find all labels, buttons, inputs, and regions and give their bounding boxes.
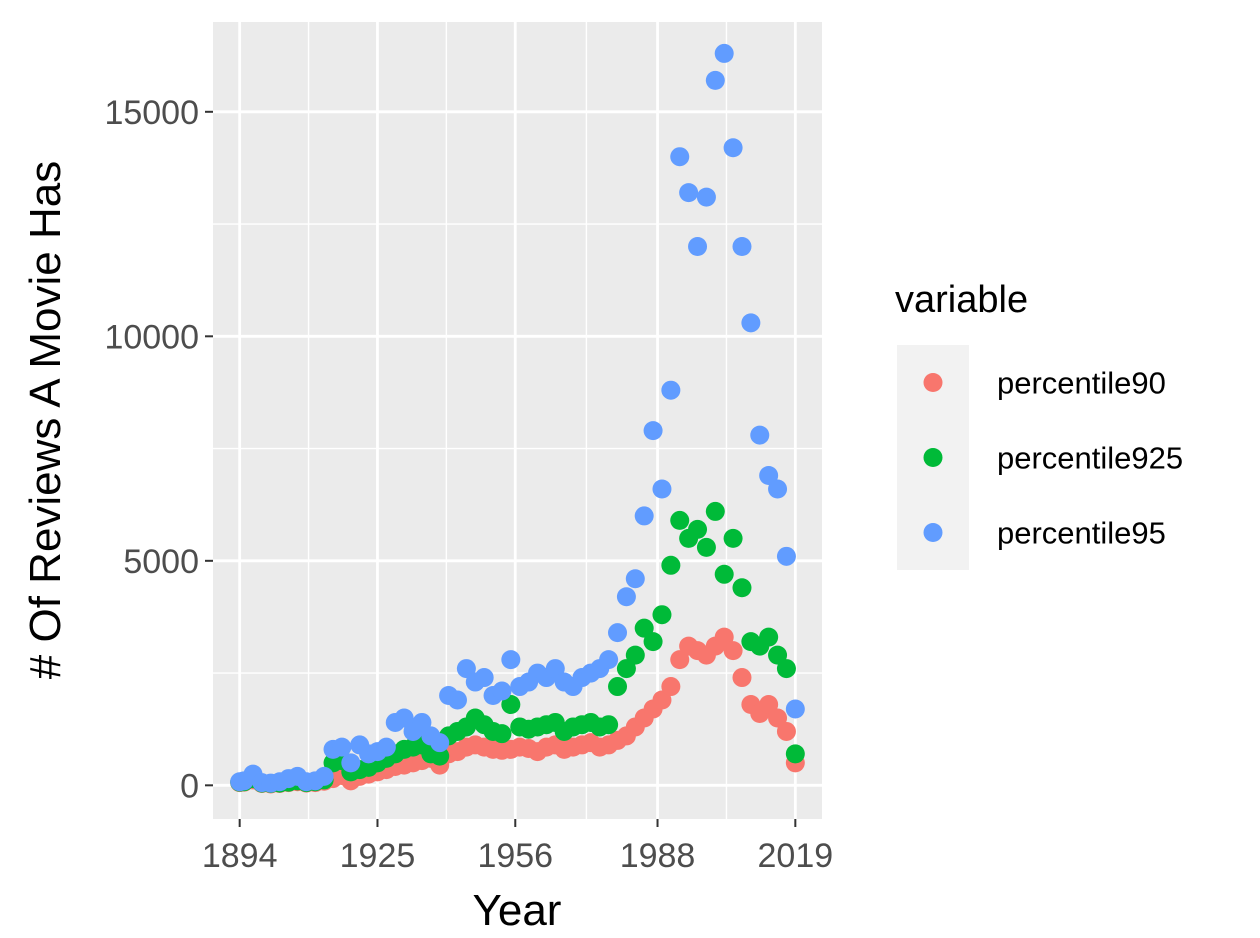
data-point [652, 690, 672, 710]
data-point [759, 695, 779, 715]
data-point [625, 645, 645, 665]
data-point [661, 380, 681, 400]
legend-key-point [923, 448, 943, 467]
data-point [696, 187, 716, 207]
x-tick-label: 1925 [340, 837, 416, 875]
data-point [688, 519, 708, 539]
y-tick-label: 15000 [104, 94, 199, 132]
data-point [714, 43, 734, 63]
data-point [732, 237, 752, 257]
data-point [759, 627, 779, 647]
data-point [652, 479, 672, 499]
legend-label: percentile90 [997, 366, 1166, 401]
data-point [768, 479, 788, 499]
series-percentile95 [230, 43, 805, 793]
legend-key-point [923, 523, 943, 542]
data-point [394, 708, 414, 728]
data-point [634, 506, 654, 526]
data-point [714, 627, 734, 647]
data-point [776, 721, 796, 741]
data-point [670, 650, 690, 670]
data-point [492, 681, 512, 701]
data-point [723, 641, 743, 661]
data-point [741, 313, 761, 333]
data-point [474, 668, 494, 688]
axes: 1894 1925 1956 1988 2019 0 5000 10000 15000 [104, 94, 833, 875]
data-point [785, 699, 805, 719]
data-point [447, 690, 467, 710]
data-point [688, 237, 708, 257]
y-tick-label: 0 [180, 767, 199, 805]
data-point [501, 695, 521, 715]
legend-entry: percentile90 [897, 345, 1166, 420]
data-point [696, 537, 716, 557]
data-point [670, 147, 690, 167]
data-point [341, 753, 361, 773]
x-tick-label: 2019 [758, 837, 834, 875]
data-point [750, 425, 770, 445]
data-point [652, 605, 672, 625]
data-point [456, 659, 476, 679]
data-point [616, 587, 636, 607]
data-point [599, 650, 619, 670]
data-point [661, 677, 681, 697]
data-point [705, 70, 725, 90]
data-point [759, 466, 779, 486]
data-point [714, 564, 734, 584]
data-point [679, 183, 699, 203]
y-axis-title: # Of Reviews A Movie Has [21, 161, 70, 679]
data-point [608, 623, 628, 643]
data-point [430, 746, 450, 766]
data-point [430, 733, 450, 753]
data-point [412, 712, 432, 732]
data-point [705, 501, 725, 521]
data-point [661, 555, 681, 575]
x-axis-title: Year [473, 886, 562, 935]
data-point [723, 528, 743, 548]
y-tick-label: 10000 [104, 318, 199, 356]
data-point [732, 578, 752, 598]
data-point [332, 737, 352, 757]
legend: variable percentile90 percentile925 percen… [895, 279, 1183, 570]
data-point [768, 708, 788, 728]
data-point [599, 715, 619, 735]
data-point [776, 659, 796, 679]
legend-label: percentile925 [997, 441, 1183, 476]
x-tick-label: 1988 [620, 837, 696, 875]
data-point [776, 546, 796, 566]
data-point [768, 645, 788, 665]
data-point [608, 677, 628, 697]
data-point [643, 421, 663, 441]
data-point [785, 744, 805, 764]
data-point [670, 510, 690, 530]
data-point [545, 659, 565, 679]
data-point [616, 659, 636, 679]
data-point [723, 138, 743, 158]
data-point [492, 724, 512, 744]
data-point [314, 766, 334, 786]
data-points [230, 43, 805, 794]
legend-entry: percentile95 [897, 495, 1166, 570]
legend-label: percentile95 [997, 516, 1166, 551]
data-point [634, 618, 654, 638]
legend-entry: percentile925 [897, 420, 1183, 495]
data-point [376, 737, 396, 757]
data-point [501, 650, 521, 670]
x-tick-label: 1956 [477, 837, 553, 875]
y-tick-label: 5000 [123, 543, 199, 581]
legend-title: variable [895, 279, 1028, 321]
data-point [732, 668, 752, 688]
x-tick-label: 1894 [202, 837, 278, 875]
data-point [643, 632, 663, 652]
legend-key-point [923, 373, 943, 392]
data-point [625, 569, 645, 589]
